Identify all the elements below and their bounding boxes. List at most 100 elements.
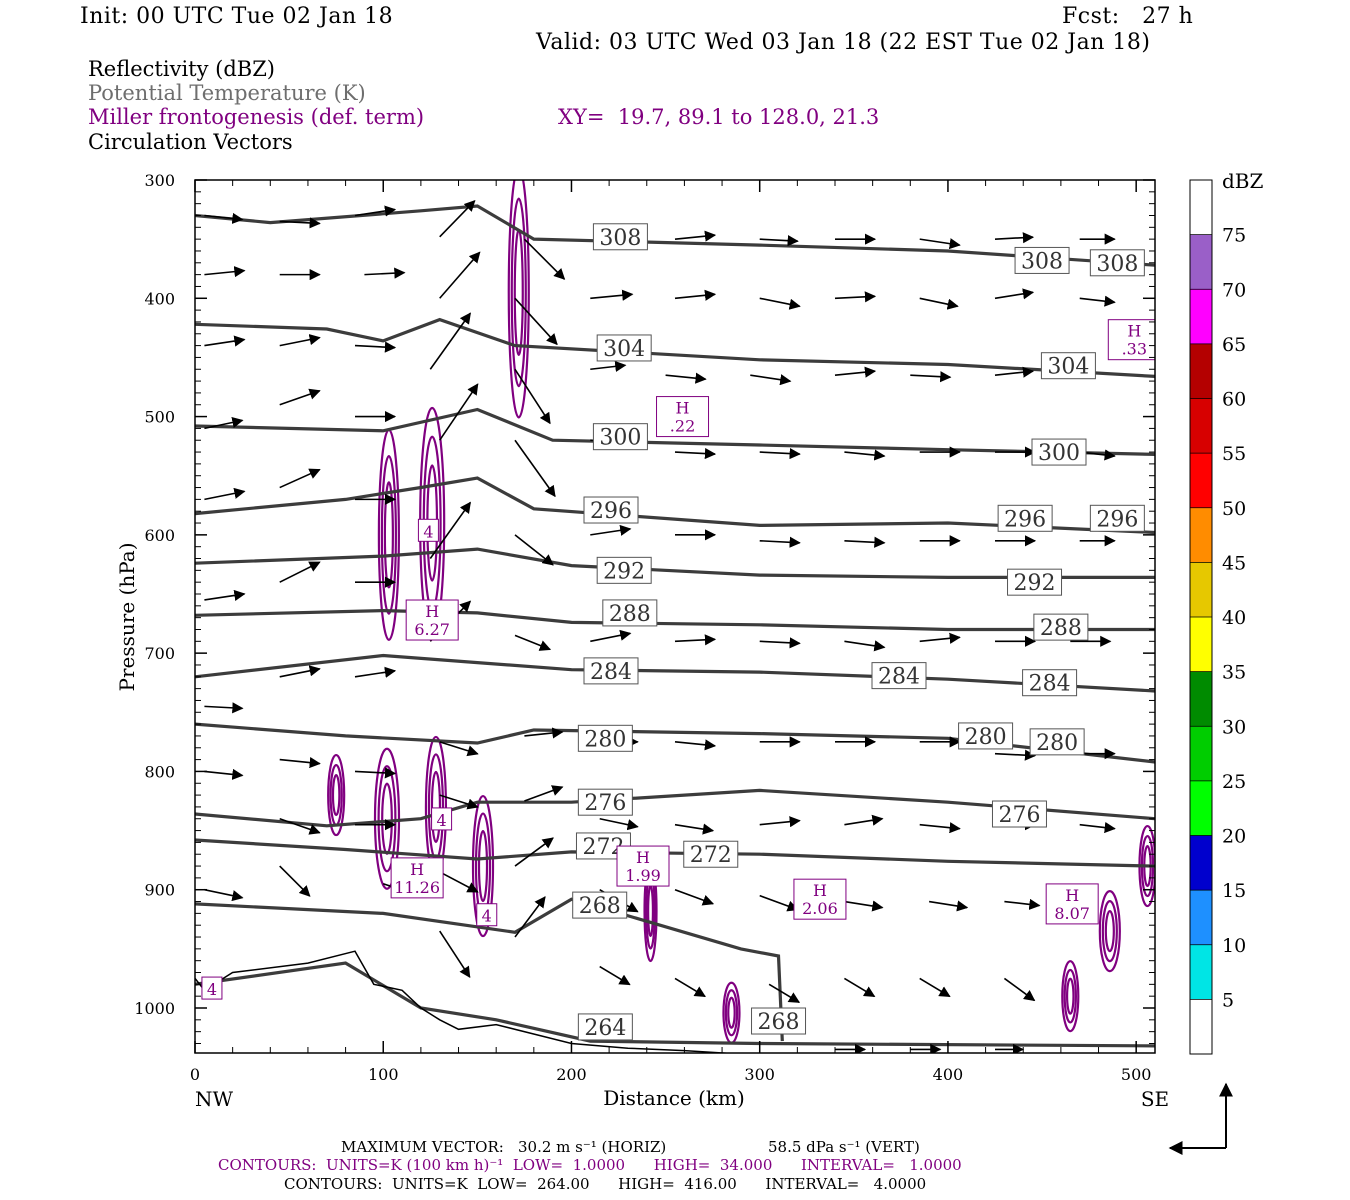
x-tick-label: 200 <box>556 1065 587 1084</box>
colorbar-swatch <box>1190 890 1212 945</box>
circulation-vector <box>844 640 886 652</box>
maximum-H: H <box>676 399 690 418</box>
isentrope-label-box <box>1031 438 1087 466</box>
circulation-vector <box>279 817 321 835</box>
isentrope-label-box <box>596 334 652 362</box>
plot-frame <box>194 179 1156 1054</box>
maximum-H: H <box>425 602 439 621</box>
colorbar-swatch <box>1190 617 1212 672</box>
colorbar-swatch <box>1190 999 1212 1054</box>
circulation-vector <box>354 341 397 353</box>
maximum-H: H <box>636 848 650 867</box>
isentrope-300 <box>195 407 1155 456</box>
isentrope-label: 268 <box>579 894 621 919</box>
circulation-vector <box>674 823 715 835</box>
isentrope-label: 284 <box>878 665 920 690</box>
isentrope-label-box <box>602 599 658 627</box>
isentrope-label: 292 <box>1014 571 1056 596</box>
legend-vectors: Circulation Vectors <box>88 130 293 154</box>
frontogenesis-contour <box>727 996 736 1029</box>
colorbar-swatch <box>1190 671 1212 727</box>
circulation-vector <box>514 297 558 346</box>
circulation-vector <box>674 634 717 646</box>
isentrope-label: 272 <box>690 843 732 868</box>
colorbar-frame <box>1189 179 1213 1055</box>
isentrope-label: 280 <box>965 725 1007 750</box>
frontogenesis-contour <box>471 794 495 938</box>
circulation-vector <box>844 449 886 461</box>
maximum-label-box <box>1107 319 1155 361</box>
nw-label: NW <box>195 1087 234 1111</box>
colorbar-tick-label: 20 <box>1222 826 1246 848</box>
circulation-vector <box>439 199 476 238</box>
circulation-vector <box>674 977 706 998</box>
isentrope-label: 264 <box>584 1016 626 1041</box>
isentrope-label: 268 <box>758 1010 800 1035</box>
circulation-vector <box>439 930 471 979</box>
maximum-value: 1.99 <box>625 866 661 885</box>
circulation-vector <box>994 749 1037 761</box>
init-time: Init: 00 UTC Tue 02 Jan 18 <box>80 4 394 29</box>
frontogenesis-contour <box>331 773 341 817</box>
maximum-label-box <box>616 845 670 887</box>
colorbar-tick-label: 60 <box>1222 389 1246 411</box>
isentrope-label: 296 <box>1004 507 1046 532</box>
colorbar-swatch <box>1190 780 1212 836</box>
isentrope-label: 284 <box>590 660 632 685</box>
circulation-vector <box>994 288 1035 300</box>
x-tick-label: 400 <box>933 1065 964 1084</box>
circulation-vector <box>1003 977 1036 1002</box>
circulation-vector <box>590 629 632 643</box>
colorbar-tick-label: 70 <box>1222 279 1246 301</box>
isentrope-label-box <box>1089 249 1145 277</box>
isentrope-label-box <box>1029 728 1085 756</box>
isentrope-label-box <box>1089 504 1145 532</box>
isentrope-label: 308 <box>1096 252 1138 277</box>
cross-section-xy: XY= 19.7, 89.1 to 128.0, 21.3 <box>558 105 880 129</box>
frontogenesis-contour <box>377 765 397 873</box>
contours-frontogenesis-info: CONTOURS: UNITS=K (100 km h)⁻¹ LOW= 1.00… <box>218 1156 962 1174</box>
y-axis-label: Pressure (hPa) <box>115 543 139 692</box>
frontogenesis-contour <box>477 829 489 903</box>
frontogenesis-contour <box>380 455 397 615</box>
circulation-vector <box>514 634 552 651</box>
isentrope-label-box <box>577 724 633 752</box>
colorbar-swatch <box>1190 726 1212 781</box>
contours-theta-info: CONTOURS: UNITS=K LOW= 264.00 HIGH= 416.… <box>284 1175 927 1193</box>
isentrope-label: 288 <box>1040 616 1082 641</box>
frontogenesis-contour <box>1063 968 1077 1024</box>
isentrope-label-box <box>577 788 633 816</box>
colorbar-swatch <box>1190 180 1212 235</box>
valid-time: Valid: 03 UTC Wed 03 Jan 18 (22 EST Tue … <box>536 30 1151 55</box>
contour-label: 4 <box>436 811 446 830</box>
circulation-vector <box>994 366 1035 378</box>
colorbar-swatch <box>1190 835 1212 891</box>
circulation-vector <box>439 871 479 893</box>
circulation-vector <box>1079 295 1116 307</box>
circulation-vector <box>279 757 321 769</box>
contour-label: 4 <box>207 980 217 999</box>
isentrope-label: 296 <box>590 499 632 524</box>
frontogenesis-contour <box>381 782 393 855</box>
y-tick-label: 900 <box>144 881 175 900</box>
circulation-vector <box>665 372 707 384</box>
isentrope-288 <box>195 608 1155 632</box>
y-tick-label: 1000 <box>134 999 175 1018</box>
terrain-line <box>195 950 735 1053</box>
x-tick-label: 500 <box>1121 1065 1152 1084</box>
circulation-vector <box>919 822 961 834</box>
isentrope-308 <box>195 204 1155 267</box>
circulation-vector <box>204 416 244 430</box>
isentrope-label-box <box>1022 669 1078 697</box>
circulation-vector <box>429 312 471 370</box>
circulation-vector <box>514 439 556 498</box>
y-tick-label: 300 <box>144 171 175 190</box>
maximum-value: 6.27 <box>414 620 450 639</box>
circulation-vector <box>279 665 321 678</box>
circulation-vector <box>204 487 246 501</box>
maximum-label-box <box>390 857 444 899</box>
y-tick-label: 600 <box>144 526 175 545</box>
isentrope-label-box <box>751 1007 807 1035</box>
isentrope-label-box <box>1040 352 1096 380</box>
y-tick-label: 500 <box>144 408 175 427</box>
